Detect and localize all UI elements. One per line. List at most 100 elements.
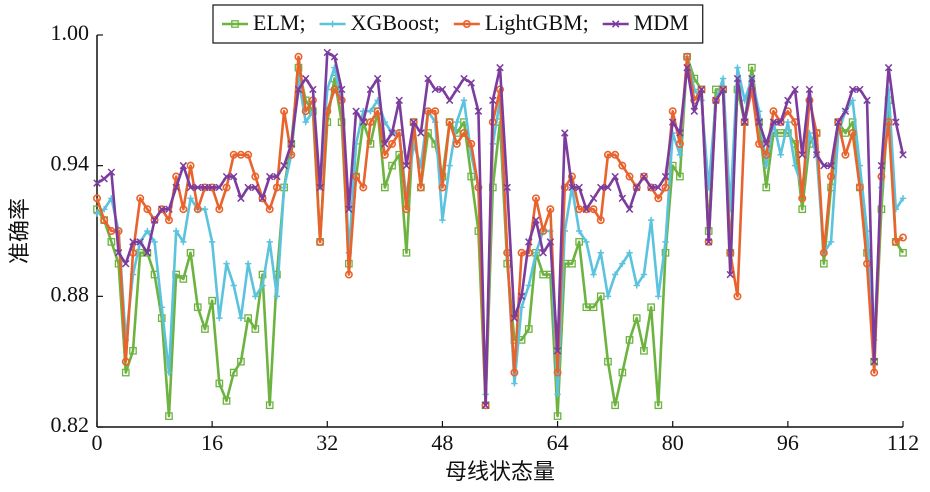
x-tick-label: 48 [431,430,453,455]
marker [898,233,907,242]
marker [460,97,468,104]
marker [704,238,713,246]
marker [158,304,165,311]
marker [114,249,123,257]
marker [640,346,648,355]
marker [683,52,692,61]
marker [589,205,598,214]
marker [575,227,583,235]
marker [827,161,835,170]
marker [798,194,807,203]
marker [165,412,173,420]
marker [733,292,742,301]
marker [568,259,576,268]
x-tick-label: 0 [92,430,103,455]
marker [244,260,252,267]
marker [129,238,137,246]
marker [107,238,116,246]
marker [640,271,648,278]
marker [676,151,684,158]
marker [445,118,454,127]
marker [265,401,274,410]
marker [481,401,490,409]
marker [215,183,224,192]
marker [417,129,425,137]
marker [121,357,130,366]
marker [251,325,260,333]
marker [258,194,267,203]
marker [690,107,699,115]
marker [899,248,907,257]
marker [791,162,799,169]
marker [676,172,684,181]
marker [611,150,620,159]
marker [633,282,640,289]
marker [180,238,187,246]
marker [848,85,857,94]
marker [899,151,907,159]
marker [496,63,504,72]
marker [733,74,742,83]
marker [856,85,864,94]
marker [611,172,619,181]
marker [546,205,555,214]
marker [676,129,684,137]
marker [366,85,375,94]
marker [208,183,216,192]
marker [381,140,389,148]
marker [388,161,396,170]
marker [841,107,850,115]
marker [438,85,447,94]
marker [863,96,871,105]
marker [503,183,511,192]
marker [179,275,188,283]
marker [639,172,648,181]
marker [762,183,771,192]
marker [359,183,368,192]
marker [539,249,547,257]
x-tick-label: 16 [201,430,223,455]
marker [561,129,569,137]
marker [777,151,784,158]
y-tick-label: 0.82 [51,412,90,437]
marker [755,118,763,126]
marker [740,118,749,126]
marker [589,303,598,312]
marker [453,118,461,126]
marker [231,20,239,28]
marker [661,172,670,181]
marker [762,150,771,159]
marker [668,107,677,116]
marker [453,85,461,94]
marker [265,172,274,181]
marker [93,179,101,187]
marker [187,195,194,202]
marker [597,249,604,256]
marker [675,139,684,148]
marker [273,293,281,300]
marker [337,85,346,94]
marker [625,172,634,181]
marker [575,183,583,192]
marker [899,195,907,202]
marker [179,205,188,214]
marker [870,357,878,366]
marker [201,325,209,333]
marker [445,96,454,105]
marker [726,270,735,279]
marker [179,161,188,170]
legend-label: LightGBM; [485,10,589,35]
marker [596,216,605,225]
marker [215,205,224,214]
marker [891,237,900,246]
marker [474,183,483,192]
marker [121,368,130,377]
marker [287,140,296,148]
marker [784,96,792,105]
marker [424,74,432,83]
marker [524,325,533,333]
x-tick-label: 96 [777,430,799,455]
marker [122,259,130,268]
marker [668,118,677,126]
